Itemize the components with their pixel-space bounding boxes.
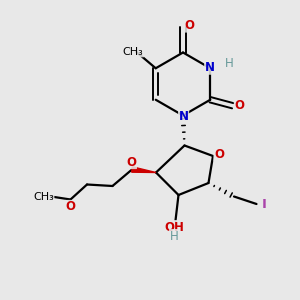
Text: CH₃: CH₃ (33, 191, 54, 202)
Text: O: O (214, 148, 224, 161)
Text: H: H (225, 57, 234, 70)
Polygon shape (132, 167, 156, 172)
Text: O: O (126, 155, 136, 169)
Text: I: I (262, 197, 266, 211)
Text: N: N (178, 110, 189, 123)
Text: O: O (234, 99, 244, 112)
Text: O: O (184, 19, 195, 32)
Text: N: N (205, 61, 215, 74)
Text: OH: OH (164, 220, 184, 234)
Text: O: O (65, 200, 75, 214)
Text: H: H (169, 230, 178, 243)
Text: CH₃: CH₃ (123, 47, 144, 57)
